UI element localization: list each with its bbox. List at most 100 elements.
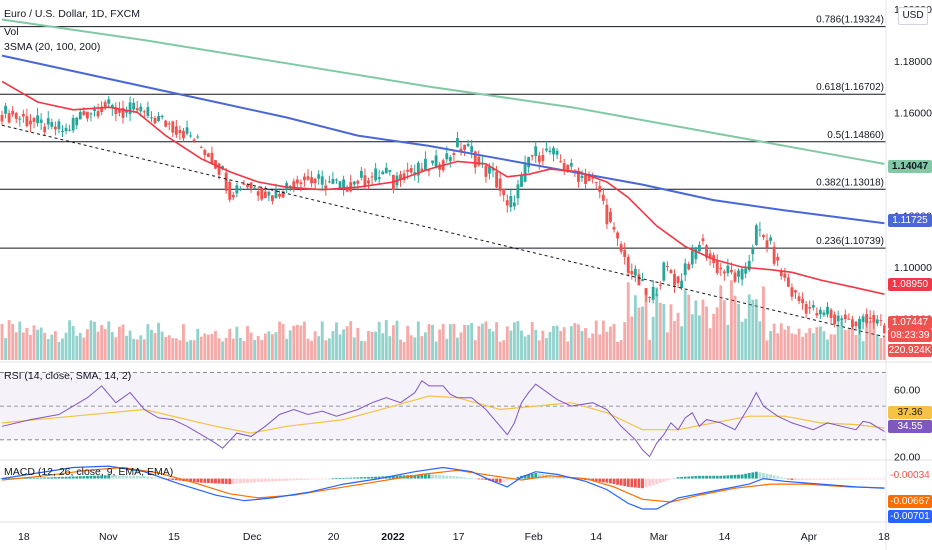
candle-body [872,314,876,323]
volume-bar [345,326,349,360]
volume-bar [384,320,388,360]
macd-histogram-bar [128,475,132,479]
time-tick-label: 14 [719,531,731,543]
volume-bar [150,329,153,360]
time-tick-label: Mar [650,531,669,543]
volume-bar [541,330,545,360]
macd-histogram-bar [826,478,829,480]
volume-bar [754,299,758,360]
candle-body [705,245,708,258]
macd-histogram-bar [242,478,246,484]
macd-histogram-bar [363,477,367,479]
macd-histogram-bar [342,477,346,479]
volume-bar [288,330,292,360]
macd-histogram-bar [879,478,883,480]
volume-bar [552,326,555,360]
candle-body [512,202,516,207]
volume-bar [776,333,780,360]
volume-bar [612,323,616,360]
candle-body [349,182,353,192]
macd-histogram-bar [875,478,879,480]
volume-bar [566,341,570,360]
macd-legend[interactable]: MACD (12, 26, close, 9, EMA, EMA) [4,466,174,478]
volume-bar [331,331,335,360]
candle-body [114,107,118,115]
candle-body [303,176,306,181]
macd-histogram-bar [100,475,104,479]
candle-body [281,191,285,198]
candle-body [552,147,555,155]
volume-bar [399,339,402,360]
macd-histogram-bar [71,476,75,479]
macd-histogram-bar [477,478,481,480]
macd-histogram-bar [658,478,662,483]
macd-histogram-bar [167,478,171,480]
candle-body [797,296,801,302]
rsi-legend[interactable]: RSI (14, close, SMA, 14, 2) [4,370,132,382]
volume-bar [196,328,200,360]
macd-histogram-bar [36,477,40,479]
macd-histogram-bar [701,475,705,479]
candle-body [612,227,616,230]
candle-body [879,320,883,322]
time-tick-label: Nov [99,531,118,543]
macd-histogram-bar [463,477,466,479]
currency-button[interactable]: USD [898,7,928,25]
macd-histogram-bar [726,475,730,479]
candle-body [811,304,815,308]
volume-bar [68,320,72,360]
candle-body [224,172,228,191]
volume-bar [75,335,79,360]
last-price-badge: 1.07447 [888,316,932,329]
volume-bar [263,333,267,360]
candle-body [541,154,545,162]
volume-bar [335,322,338,360]
sma-legend[interactable]: 3SMA (20, 100, 200) [4,41,101,53]
candle-body [117,109,121,113]
chart-title[interactable]: Euro / U.S. Dollar, 1D, FXCM [4,8,140,20]
volume-bar [559,330,563,360]
candle-body [203,149,207,156]
volume-bar [473,340,477,360]
candle-body [132,102,136,110]
macd-pane [0,459,932,510]
candle-body [690,250,694,265]
candle-body [29,120,32,125]
volume-bar [206,334,210,360]
candle-body [320,176,324,185]
volume-bar [178,340,182,360]
volume-bar [238,337,242,360]
volume-bar [125,335,128,360]
candle-body [790,287,794,297]
volume-bar [377,321,381,360]
volume-bar [548,332,552,360]
macd-histogram-bar [865,478,869,480]
macd-histogram-bar [359,477,363,479]
macd-histogram-bar [762,473,765,479]
macd-histogram-bar [715,475,719,479]
macd-histogram-bar [626,478,630,487]
volume-bar [160,331,164,360]
volume-bar [153,333,157,360]
macd-line [1,465,885,510]
macd-histogram-bar [89,475,93,479]
candle-body [57,121,61,130]
macd-histogram-bar [335,478,338,480]
candle-body [438,164,442,170]
candle-body [384,167,388,174]
candle-body [53,126,57,130]
candle-body [751,249,755,254]
volume-bar [815,327,819,360]
candle-body [868,317,872,319]
volume-bar [648,339,652,360]
candle-body [733,272,737,282]
macd-histogram-bar [783,478,787,479]
volume-bar [356,327,360,360]
volume-legend[interactable]: Vol [4,26,19,38]
candle-body [737,270,740,277]
volume-bar [445,338,449,360]
macd-histogram-bar [413,474,417,479]
volume-bar [683,290,687,360]
sma20-line [1,80,885,295]
